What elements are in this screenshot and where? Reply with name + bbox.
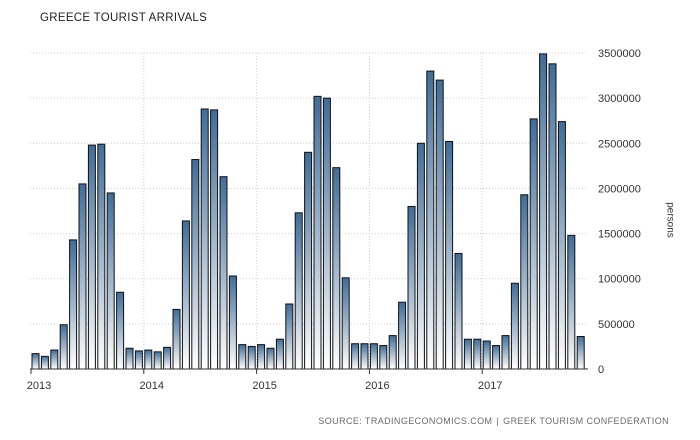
x-tick-label: 2016 (365, 380, 389, 392)
x-tick-label: 2017 (478, 380, 502, 392)
bar (388, 335, 397, 370)
bar (473, 338, 482, 370)
y-tick-label: 0 (598, 364, 604, 376)
bar (228, 275, 237, 370)
bar (482, 340, 491, 370)
source-org: GREEK TOURISM CONFEDERATION (503, 416, 669, 426)
bar (210, 109, 219, 370)
y-tick-label: 2000000 (598, 183, 641, 195)
bar (153, 351, 162, 370)
bar (191, 159, 200, 370)
bar (407, 205, 416, 370)
bar (351, 343, 360, 370)
bar (78, 183, 87, 370)
bar (59, 324, 68, 370)
y-tick-label: 1500000 (598, 229, 641, 241)
bar (341, 277, 350, 370)
bar (125, 347, 134, 370)
source-label: SOURCE: TRADINGECONOMICS.COM (318, 416, 493, 426)
y-tick-label: 1000000 (598, 274, 641, 286)
bar (529, 118, 538, 370)
bar (144, 349, 153, 370)
bar (40, 355, 49, 370)
bar (369, 343, 378, 370)
bar (31, 353, 40, 370)
bar (181, 220, 190, 370)
bar (322, 97, 331, 370)
y-tick-label: 3000000 (598, 93, 641, 105)
bar (463, 338, 472, 370)
bar (294, 212, 303, 370)
source-note: SOURCE: TRADINGECONOMICS.COM | GREEK TOURI… (318, 416, 669, 426)
bar (445, 140, 454, 370)
bar (97, 143, 106, 370)
bar (275, 338, 284, 370)
bar (134, 350, 143, 370)
source-separator: | (496, 416, 500, 426)
x-tick-label: 2013 (27, 380, 51, 392)
bar (116, 291, 125, 370)
y-tick-label: 3500000 (598, 48, 641, 60)
y-tick-label: 2500000 (598, 138, 641, 150)
bar (426, 70, 435, 370)
bar (454, 252, 463, 370)
x-tick-label: 2014 (140, 380, 164, 392)
bar (313, 95, 322, 370)
bar (332, 167, 341, 370)
bar (576, 335, 585, 370)
chart-title: GREECE TOURIST ARRIVALS (40, 12, 208, 24)
bar (238, 344, 247, 370)
bar (492, 345, 501, 370)
bar (266, 347, 275, 370)
bar (69, 239, 78, 370)
bar (106, 192, 115, 370)
y-unit-label: persons (664, 202, 676, 238)
bar (548, 63, 557, 370)
bar (219, 176, 228, 370)
bar (360, 343, 369, 370)
bar (435, 79, 444, 370)
y-tick-label: 500000 (598, 319, 635, 331)
bar (567, 234, 576, 370)
bar (257, 344, 266, 370)
bar (510, 282, 519, 370)
bar (539, 53, 548, 370)
bar (50, 349, 59, 370)
bar (398, 301, 407, 370)
bar (163, 346, 172, 370)
bar (200, 108, 209, 370)
bar (247, 345, 256, 370)
bar (87, 144, 96, 370)
x-tick-label: 2015 (252, 380, 276, 392)
bars (31, 53, 585, 370)
bar (172, 308, 181, 370)
bar (557, 121, 566, 370)
bar (520, 194, 529, 370)
bar (416, 142, 425, 370)
bar (501, 335, 510, 370)
axes: 0 500000 1000000 1500000 2000000 2500000 30000… (27, 48, 641, 392)
bar (379, 345, 388, 370)
bar (304, 151, 313, 370)
bar (285, 303, 294, 370)
